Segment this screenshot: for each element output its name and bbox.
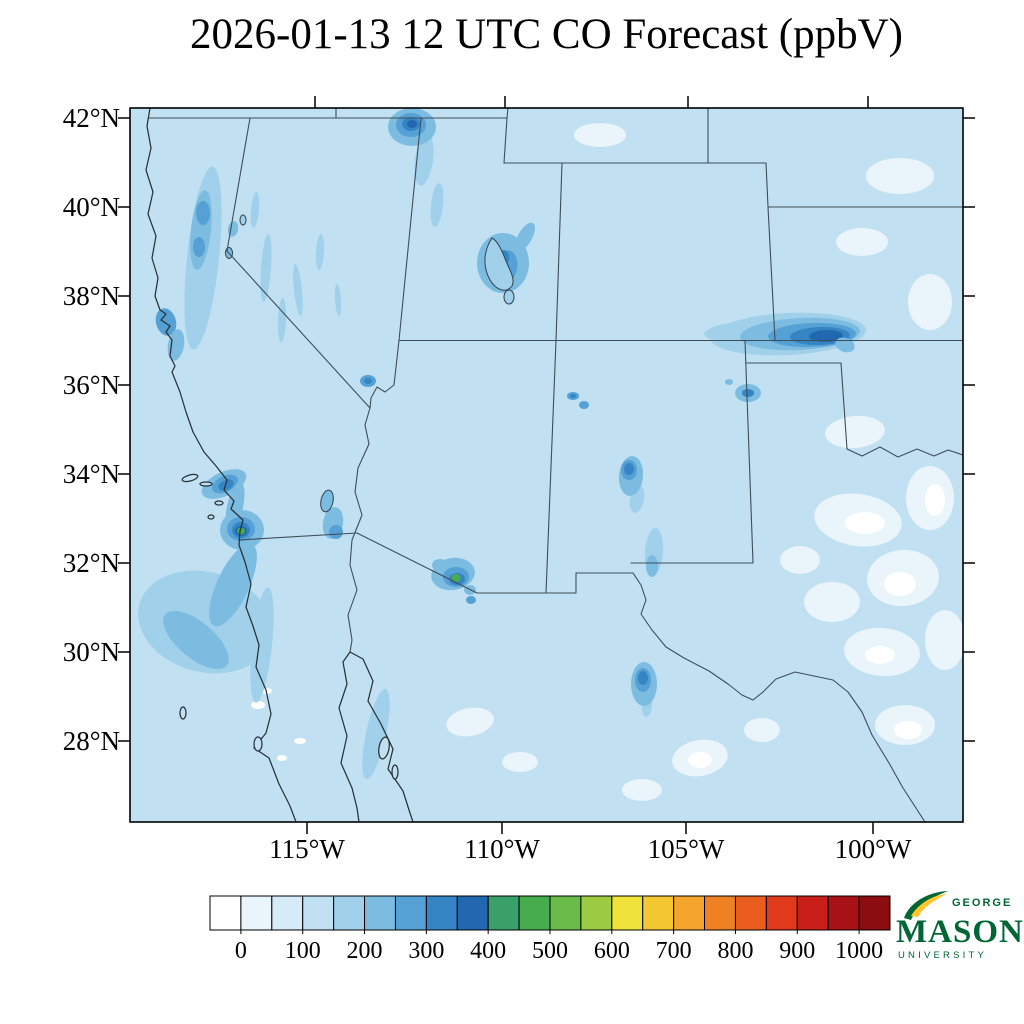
colorbar-tick-label: 1000 (835, 938, 883, 964)
colorbar-cell (580, 895, 613, 931)
colorbar-tick-label: 900 (779, 938, 815, 964)
colorbar-cell (240, 895, 273, 931)
gmu-logo: GEORGE MASON UNIVERSITY (896, 891, 1024, 961)
colorbar-cell (734, 895, 767, 931)
colorbar-cell (425, 895, 458, 931)
colorbar-cell (333, 895, 366, 931)
utah-lake (503, 289, 515, 305)
logo-swoosh-gold-icon (911, 894, 947, 917)
colorbar-cell (394, 895, 427, 931)
x-axis-label-105w: 105°W (648, 834, 725, 864)
coastline (145, 108, 414, 822)
colorbar-cell (271, 895, 304, 931)
y-axis-labels: 42°N 40°N 38°N 36°N 34°N 32°N 30°N 28°N (63, 103, 120, 756)
y-axis-label-30n: 30°N (63, 637, 120, 667)
colorbar-cell (518, 895, 551, 931)
colorbar-cell (673, 895, 706, 931)
colorbar-tick-label: 500 (532, 938, 568, 964)
colorbar-cell (209, 895, 242, 931)
low-co-patches (251, 123, 963, 801)
logo-text-university: UNIVERSITY (898, 950, 987, 961)
map-frame (129, 107, 964, 823)
colorbar-cell (765, 895, 798, 931)
x-axis-label-110w: 110°W (464, 834, 540, 864)
salton-sea (320, 489, 334, 513)
colorbar-tick-label: 700 (656, 938, 692, 964)
y-axis-label-34n: 34°N (63, 459, 120, 489)
colorbar-cell (796, 895, 829, 931)
x-axis-labels: 115°W 110°W 105°W 100°W (269, 834, 912, 864)
colorbar-tick-label: 400 (470, 938, 506, 964)
x-axis-label-115w: 115°W (269, 834, 345, 864)
state-borders (148, 108, 963, 822)
colorbar-tick-label: 0 (235, 938, 247, 964)
y-axis-label-36n: 36°N (63, 370, 120, 400)
y-axis-label-38n: 38°N (63, 281, 120, 311)
colorbar-cell (704, 895, 736, 931)
colorbar-cell (302, 895, 335, 931)
y-axis-label-40n: 40°N (63, 192, 120, 222)
y-axis-label-28n: 28°N (63, 726, 120, 756)
y-axis-label-42n: 42°N (63, 103, 120, 133)
map-panel (130, 108, 963, 822)
colorbar-cell (827, 895, 860, 931)
colorbar-cell (456, 895, 489, 931)
colorbar-tick-label: 200 (347, 938, 383, 964)
colorbar-cell (642, 895, 675, 931)
logo-text-mason: MASON (896, 914, 1024, 950)
colorbar-cell (549, 895, 582, 931)
great-salt-lake (484, 237, 514, 291)
colorbar-labels: 0 100 200 300 400 500 600 700 800 900 1000 (235, 930, 883, 964)
chart-title: 2026-01-13 12 UTC CO Forecast (ppbV) (190, 11, 903, 58)
x-axis-label-100w: 100°W (835, 834, 912, 864)
colorbar-cell (858, 895, 891, 931)
colorbar-tick-label: 300 (408, 938, 444, 964)
axis-ticks (118, 96, 975, 834)
logo-text-george: GEORGE (952, 897, 1012, 909)
colorbar (209, 895, 891, 931)
colorbar-cell (611, 895, 644, 931)
colorbar-cell (487, 895, 520, 931)
colorbar-tick-label: 100 (285, 938, 321, 964)
colorbar-tick-label: 600 (594, 938, 630, 964)
colorbar-tick-label: 800 (717, 938, 753, 964)
y-axis-label-32n: 32°N (63, 548, 120, 578)
pyramid-lake (239, 214, 247, 226)
colorbar-cell (364, 895, 396, 931)
